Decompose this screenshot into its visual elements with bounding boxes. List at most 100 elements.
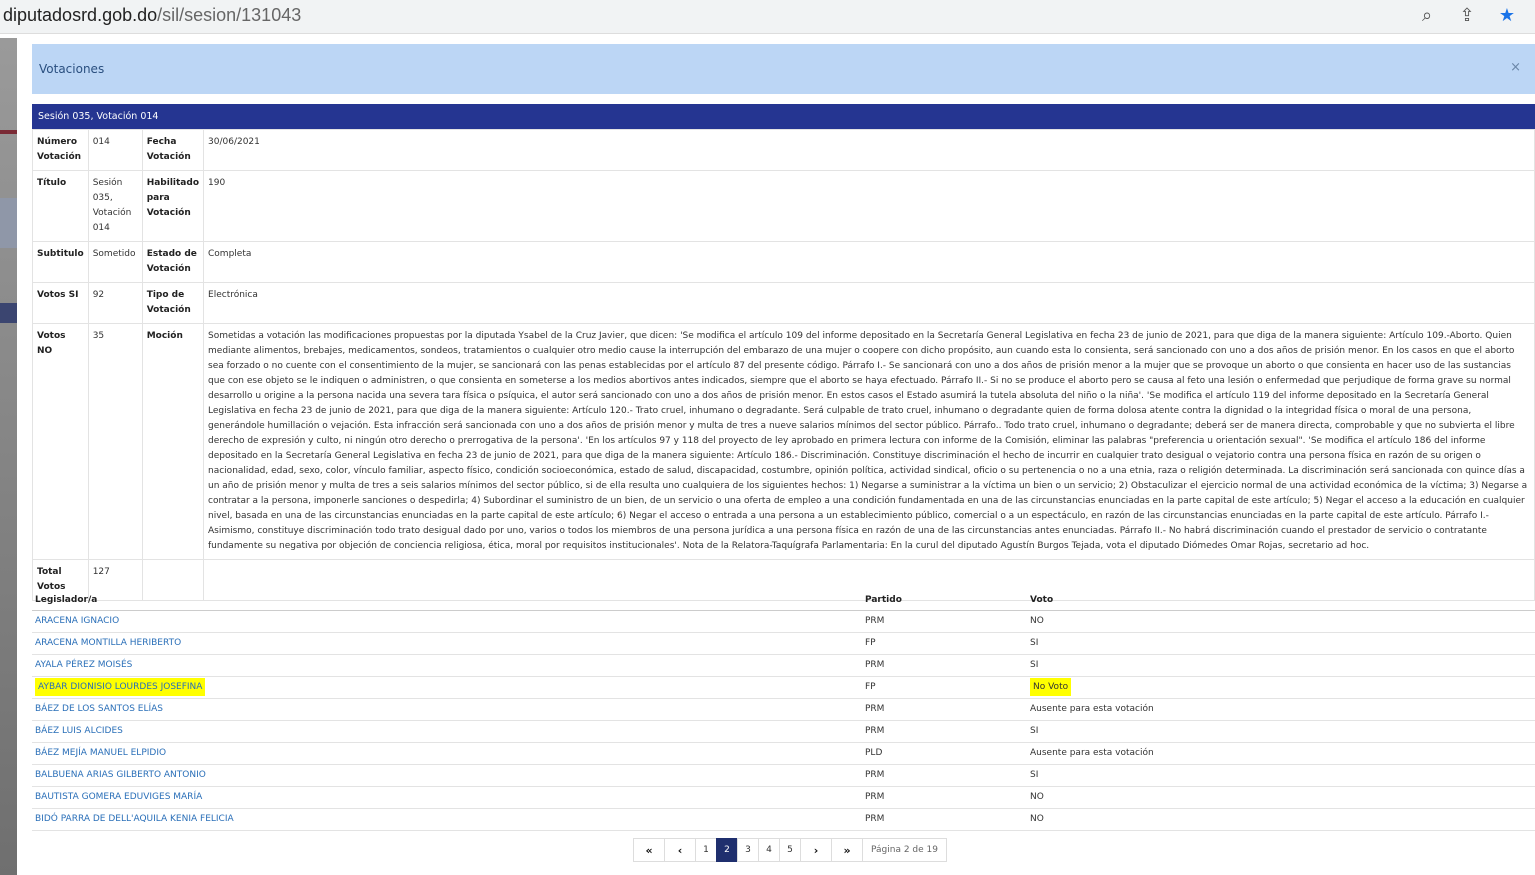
table-row: BÁEZ LUIS ALCIDES PRM SI bbox=[32, 720, 1535, 743]
legislator-link[interactable]: BALBUENA ARIAS GILBERTO ANTONIO bbox=[35, 770, 206, 780]
legislator-link[interactable]: BÁEZ MEJÍA MANUEL ELPIDIO bbox=[35, 748, 167, 758]
vote-value: NO bbox=[1030, 814, 1044, 824]
page-5-button[interactable]: 5 bbox=[779, 838, 801, 862]
page-1-button[interactable]: 1 bbox=[695, 838, 717, 862]
party-cell: PRM bbox=[862, 786, 1027, 809]
vote-cell: NO bbox=[1027, 786, 1535, 809]
legislator-cell: BÁEZ LUIS ALCIDES bbox=[32, 720, 862, 743]
legislator-cell: ARACENA MONTILLA HERIBERTO bbox=[32, 632, 862, 655]
label: Fecha Votación bbox=[141, 129, 205, 171]
table-row: ARACENA IGNACIO PRM NO bbox=[32, 610, 1535, 633]
vote-cell: SI bbox=[1027, 632, 1535, 655]
pagination: « ‹ 1 2 3 4 5 › » Página 2 de 19 bbox=[633, 838, 947, 862]
legislators-table: Legislador/a Partido Voto ARACENA IGNACI… bbox=[32, 590, 1535, 831]
modal-title: Votaciones bbox=[39, 62, 105, 76]
vote-cell: SI bbox=[1027, 720, 1535, 743]
table-row: BÁEZ DE LOS SANTOS ELÍAS PRM Ausente par… bbox=[32, 698, 1535, 721]
table-row: BAUTISTA GOMERA EDUVIGES MARÍA PRM NO bbox=[32, 786, 1535, 809]
table-row: AYALA PÉREZ MOISÉS PRM SI bbox=[32, 654, 1535, 677]
legislator-cell: BÁEZ MEJÍA MANUEL ELPIDIO bbox=[32, 742, 862, 765]
party-cell: FP bbox=[862, 632, 1027, 655]
vote-cell: SI bbox=[1027, 764, 1535, 787]
legislator-cell: BIDÓ PARRA DE DELL'AQUILA KENIA FELICIA bbox=[32, 808, 862, 831]
vote-value: SI bbox=[1030, 660, 1039, 670]
vote-info-table: Número Votación 014 Fecha Votación 30/06/20… bbox=[32, 129, 1535, 601]
legislator-link[interactable]: BIDÓ PARRA DE DELL'AQUILA KENIA FELICIA bbox=[35, 814, 234, 824]
vote-cell: NO bbox=[1027, 808, 1535, 831]
party-cell: PRM bbox=[862, 720, 1027, 743]
label: Número Votación bbox=[32, 129, 89, 171]
legislator-cell: AYALA PÉREZ MOISÉS bbox=[32, 654, 862, 677]
vote-value: SI bbox=[1030, 638, 1039, 648]
label: Votos SI bbox=[32, 282, 89, 324]
legislator-link[interactable]: ARACENA IGNACIO bbox=[35, 616, 120, 626]
table-row: BALBUENA ARIAS GILBERTO ANTONIO PRM SI bbox=[32, 764, 1535, 787]
vote-cell: Ausente para esta votación bbox=[1027, 698, 1535, 721]
party-cell: PRM bbox=[862, 654, 1027, 677]
label: Título bbox=[32, 170, 89, 242]
last-page-button[interactable]: » bbox=[831, 838, 863, 862]
legislator-link[interactable]: ARACENA MONTILLA HERIBERTO bbox=[35, 638, 182, 648]
zoom-icon[interactable]: ⌕ bbox=[1421, 5, 1433, 26]
vote-value: Ausente para esta votación bbox=[1030, 748, 1154, 758]
value: Sometido bbox=[87, 241, 143, 283]
legislator-cell: BALBUENA ARIAS GILBERTO ANTONIO bbox=[32, 764, 862, 787]
url-host: diputadosrd.gob.do bbox=[3, 5, 158, 25]
bookmark-star-icon[interactable]: ★ bbox=[1498, 5, 1516, 26]
vote-value: NO bbox=[1030, 616, 1044, 626]
value: Electrónica bbox=[203, 282, 1535, 324]
table-row: BIDÓ PARRA DE DELL'AQUILA KENIA FELICIA … bbox=[32, 808, 1535, 831]
page-backdrop bbox=[0, 38, 17, 875]
prev-page-button[interactable]: ‹ bbox=[664, 838, 696, 862]
value: 30/06/2021 bbox=[203, 129, 1535, 171]
value: 92 bbox=[87, 282, 143, 324]
value: 35 bbox=[87, 323, 143, 560]
table-row: AYBAR DIONISIO LOURDES JOSEFINA FP No Vo… bbox=[32, 676, 1535, 699]
label: Subtitulo bbox=[32, 241, 89, 283]
page-3-button[interactable]: 3 bbox=[737, 838, 759, 862]
url-text[interactable]: diputadosrd.gob.do/sil/sesion/131043 bbox=[3, 5, 301, 26]
vote-value: Ausente para esta votación bbox=[1030, 704, 1154, 714]
table-row: BÁEZ MEJÍA MANUEL ELPIDIO PLD Ausente pa… bbox=[32, 742, 1535, 765]
party-cell: PRM bbox=[862, 808, 1027, 831]
vote-cell: SI bbox=[1027, 654, 1535, 677]
address-bar[interactable]: diputadosrd.gob.do/sil/sesion/131043 ⌕ ⇪… bbox=[0, 0, 1535, 34]
value: Completa bbox=[203, 241, 1535, 283]
vote-cell: Ausente para esta votación bbox=[1027, 742, 1535, 765]
party-cell: PRM bbox=[862, 610, 1027, 633]
url-path: /sil/sesion/131043 bbox=[157, 5, 302, 25]
legislator-link[interactable]: AYALA PÉREZ MOISÉS bbox=[35, 660, 133, 670]
column-header: Voto bbox=[1027, 590, 1535, 611]
label: Estado de Votación bbox=[141, 241, 205, 283]
vote-value: NO bbox=[1030, 792, 1044, 802]
page-2-button[interactable]: 2 bbox=[716, 838, 738, 862]
column-header: Partido bbox=[862, 590, 1027, 611]
legislator-link[interactable]: BAUTISTA GOMERA EDUVIGES MARÍA bbox=[35, 792, 203, 802]
vote-value: SI bbox=[1030, 726, 1039, 736]
party-cell: FP bbox=[862, 676, 1027, 699]
label: Habilitado para Votación bbox=[141, 170, 205, 242]
legislator-link[interactable]: BÁEZ DE LOS SANTOS ELÍAS bbox=[35, 704, 164, 714]
motion-text: Sometidas a votación las modificaciones … bbox=[203, 323, 1535, 560]
legislator-link[interactable]: BÁEZ LUIS ALCIDES bbox=[35, 726, 123, 736]
party-cell: PLD bbox=[862, 742, 1027, 765]
next-page-button[interactable]: › bbox=[800, 838, 832, 862]
party-cell: PRM bbox=[862, 698, 1027, 721]
vote-cell: NO bbox=[1027, 610, 1535, 633]
table-row: ARACENA MONTILLA HERIBERTO FP SI bbox=[32, 632, 1535, 655]
value: Sesión 035, Votación 014 bbox=[87, 170, 143, 242]
vote-value: No Voto bbox=[1030, 678, 1072, 696]
legislator-cell: BAUTISTA GOMERA EDUVIGES MARÍA bbox=[32, 786, 862, 809]
legislator-link[interactable]: AYBAR DIONISIO LOURDES JOSEFINA bbox=[35, 678, 206, 696]
label: Votos NO bbox=[32, 323, 89, 560]
share-icon[interactable]: ⇪ bbox=[1459, 5, 1475, 26]
page-info: Página 2 de 19 bbox=[862, 838, 947, 862]
label: Moción bbox=[141, 323, 205, 560]
vote-cell: No Voto bbox=[1027, 676, 1535, 699]
close-icon[interactable]: × bbox=[1510, 60, 1521, 75]
value: 014 bbox=[87, 129, 143, 171]
modal-header: Votaciones × bbox=[32, 44, 1535, 94]
value: 190 bbox=[203, 170, 1535, 242]
first-page-button[interactable]: « bbox=[633, 838, 665, 862]
page-4-button[interactable]: 4 bbox=[758, 838, 780, 862]
